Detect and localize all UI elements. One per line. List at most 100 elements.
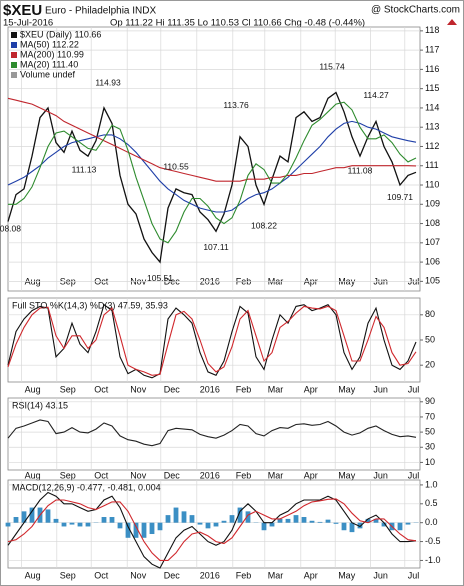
symbol: $XEU — [3, 2, 42, 19]
price-annotation: 111.13 — [72, 164, 97, 174]
histogram-bar — [293, 515, 299, 523]
x-tick-label: Nov — [130, 384, 147, 394]
histogram-bar — [285, 518, 291, 523]
y-tick-label: 106 — [425, 256, 440, 266]
x-tick-label: Sep — [60, 384, 76, 394]
price-annotation: 105.51 — [147, 273, 173, 283]
histogram-bar — [213, 522, 219, 527]
legend-swatch — [11, 72, 17, 78]
y-tick-label: -0.5 — [425, 536, 441, 546]
x-tick-label: May — [338, 470, 356, 480]
panel-title: MACD(12,26,9) -0.477, -0.481, 0.004 — [12, 482, 161, 492]
x-tick-label: Dec — [164, 570, 181, 580]
histogram-bar — [261, 522, 267, 531]
histogram-bar — [109, 517, 115, 523]
x-tick-label: Jul — [408, 570, 420, 580]
y-tick-label: 109 — [425, 199, 440, 209]
series-line — [7, 97, 417, 182]
histogram-bar — [141, 522, 147, 538]
legend-entry: MA(200) 110.99 — [20, 49, 84, 59]
x-tick-label: Jul — [408, 470, 420, 480]
y-tick-label: 50 — [425, 334, 435, 344]
histogram-bar — [45, 509, 51, 523]
histogram-bar — [341, 522, 347, 531]
panel-title: RSI(14) 43.15 — [12, 400, 68, 410]
histogram-bar — [13, 517, 19, 523]
y-tick-label: 10 — [425, 457, 435, 467]
histogram-bar — [309, 520, 315, 523]
series-line — [7, 91, 417, 264]
x-tick-label: Jun — [373, 470, 388, 480]
histogram-bar — [349, 522, 355, 533]
y-tick-label: 113 — [425, 122, 439, 132]
y-tick-label: 116 — [425, 64, 439, 74]
y-tick-label: 0.0 — [425, 517, 438, 527]
legend-swatch — [11, 52, 17, 58]
legend-swatch — [11, 32, 17, 38]
histogram-bar — [237, 507, 243, 523]
histogram-bar — [53, 518, 59, 523]
histogram-bar — [125, 522, 131, 538]
price-annotation: 113.76 — [223, 100, 249, 110]
panel-frame — [7, 26, 421, 292]
histogram-bar — [173, 507, 179, 523]
histogram-bar — [101, 517, 107, 523]
y-tick-label: 115 — [425, 83, 439, 93]
x-tick-label: Mar — [268, 470, 284, 480]
histogram-bar — [165, 515, 171, 523]
histogram-bar — [357, 522, 363, 529]
histogram-bar — [29, 507, 35, 523]
y-tick-label: 112 — [425, 141, 439, 151]
price-annotation: 114.93 — [95, 77, 121, 87]
y-tick-label: 114 — [425, 102, 439, 112]
histogram-bar — [85, 522, 91, 527]
y-tick-label: 50 — [425, 426, 435, 436]
x-tick-label: Apr — [304, 570, 318, 580]
legend-entry: Volume undef — [20, 69, 76, 79]
histogram-bar — [157, 522, 163, 531]
x-tick-label: 2016 — [200, 384, 220, 394]
series-line — [7, 303, 417, 379]
x-tick-label: May — [338, 384, 356, 394]
histogram-bar — [405, 522, 411, 525]
y-tick-label: 30 — [425, 442, 435, 452]
series-line — [8, 101, 417, 244]
x-tick-label: Nov — [130, 570, 147, 580]
y-tick-label: 70 — [425, 411, 435, 421]
price-annotation: 109.71 — [387, 192, 413, 202]
y-tick-label: 110 — [425, 179, 439, 189]
quote: Op 111.22 Hi 111.35 Lo 110.53 Cl 110.66 … — [110, 18, 365, 29]
series-line — [7, 498, 417, 561]
x-tick-label: Aug — [25, 470, 41, 480]
price-annotation: 107.11 — [203, 242, 229, 252]
histogram-bar — [373, 518, 379, 523]
x-tick-label: Dec — [164, 470, 181, 480]
y-tick-label: 117 — [425, 44, 439, 54]
legend-entry: $XEU (Daily) 110.66 — [20, 29, 101, 39]
series-line — [7, 419, 417, 447]
x-tick-label: Oct — [94, 570, 109, 580]
price-annotation: 115.74 — [319, 62, 345, 72]
x-tick-label: Nov — [130, 470, 147, 480]
y-tick-label: 107 — [425, 237, 440, 247]
y-tick-label: 1.0 — [425, 479, 438, 489]
histogram-bar — [397, 522, 403, 531]
price-annotation: 114.27 — [363, 90, 389, 100]
histogram-bar — [149, 522, 155, 535]
histogram-bar — [277, 518, 283, 523]
histogram-bar — [189, 515, 195, 523]
panel-frame — [7, 397, 421, 471]
x-tick-label: Aug — [25, 384, 41, 394]
legend-swatch — [11, 42, 17, 48]
x-tick-label: Oct — [94, 384, 109, 394]
x-tick-label: 2016 — [200, 470, 220, 480]
histogram-bar — [181, 511, 187, 523]
x-tick-label: Feb — [236, 570, 252, 580]
series-line — [7, 305, 417, 376]
x-tick-label: Dec — [164, 384, 181, 394]
down-arrow — [447, 19, 457, 25]
histogram-bar — [61, 522, 67, 527]
price-annotation: 111.08 — [348, 165, 373, 175]
series-line — [7, 491, 417, 569]
histogram-bar — [245, 511, 251, 523]
